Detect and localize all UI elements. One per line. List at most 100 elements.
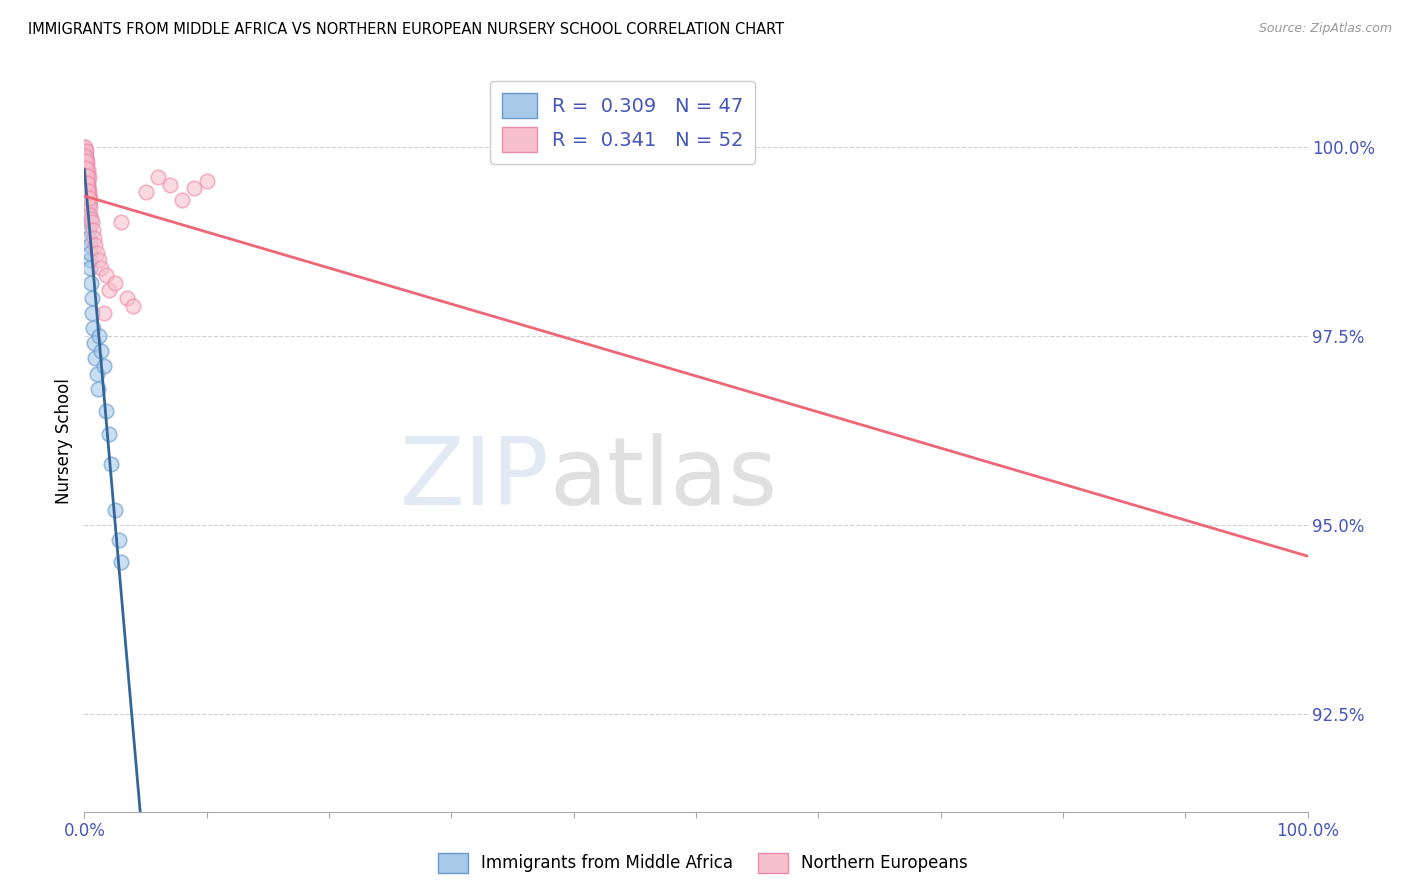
Legend: R =  0.309   N = 47, R =  0.341   N = 52: R = 0.309 N = 47, R = 0.341 N = 52	[489, 81, 755, 164]
Point	[76, 169, 98, 183]
Point	[90, 343, 112, 358]
Point	[79, 238, 101, 252]
Point	[76, 166, 98, 180]
Point	[76, 181, 98, 195]
Point	[82, 321, 104, 335]
Point	[75, 149, 97, 163]
Point	[79, 208, 101, 222]
Point	[110, 556, 132, 570]
Y-axis label: Nursery School: Nursery School	[55, 378, 73, 505]
Point	[96, 404, 118, 418]
Point	[76, 174, 98, 188]
Point	[76, 155, 98, 169]
Point	[75, 151, 97, 165]
Point	[122, 299, 145, 313]
Text: ZIP: ZIP	[399, 433, 550, 524]
Point	[75, 144, 97, 158]
Point	[80, 211, 103, 226]
Point	[76, 186, 98, 200]
Point	[93, 359, 115, 373]
Point	[183, 181, 205, 195]
Point	[76, 162, 98, 177]
Point	[96, 268, 118, 283]
Legend: Immigrants from Middle Africa, Northern Europeans: Immigrants from Middle Africa, Northern …	[432, 847, 974, 880]
Point	[76, 166, 98, 180]
Point	[107, 533, 129, 547]
Point	[76, 176, 98, 190]
Point	[79, 200, 101, 214]
Point	[77, 181, 100, 195]
Point	[97, 427, 120, 442]
Point	[110, 215, 132, 229]
Point	[86, 367, 108, 381]
Point	[77, 208, 100, 222]
Point	[79, 253, 101, 268]
Point	[86, 245, 108, 260]
Point	[115, 291, 138, 305]
Point	[77, 184, 100, 198]
Point	[79, 245, 101, 260]
Point	[73, 144, 96, 158]
Point	[75, 162, 97, 177]
Point	[195, 174, 218, 188]
Point	[75, 166, 97, 180]
Point	[73, 151, 96, 165]
Point	[87, 382, 110, 396]
Point	[84, 351, 107, 366]
Text: IMMIGRANTS FROM MIDDLE AFRICA VS NORTHERN EUROPEAN NURSERY SCHOOL CORRELATION CH: IMMIGRANTS FROM MIDDLE AFRICA VS NORTHER…	[28, 22, 785, 37]
Point	[104, 502, 127, 516]
Point	[79, 193, 101, 207]
Point	[93, 306, 115, 320]
Point	[100, 457, 122, 471]
Point	[79, 230, 101, 244]
Point	[75, 159, 97, 173]
Point	[82, 223, 104, 237]
Point	[82, 306, 104, 320]
Point	[75, 159, 97, 173]
Point	[77, 178, 100, 192]
Point	[80, 291, 103, 305]
Point	[75, 153, 97, 168]
Point	[75, 161, 97, 175]
Point	[77, 200, 100, 214]
Point	[83, 336, 105, 351]
Point	[77, 162, 100, 177]
Point	[76, 178, 98, 192]
Point	[77, 196, 100, 211]
Point	[172, 193, 194, 207]
Point	[79, 260, 101, 275]
Point	[75, 155, 97, 169]
Text: atlas: atlas	[550, 433, 778, 524]
Text: Source: ZipAtlas.com: Source: ZipAtlas.com	[1258, 22, 1392, 36]
Point	[159, 178, 181, 192]
Point	[104, 276, 127, 290]
Point	[77, 170, 100, 185]
Point	[73, 140, 96, 154]
Point	[80, 215, 103, 229]
Point	[75, 151, 97, 165]
Point	[75, 155, 97, 169]
Point	[76, 170, 98, 185]
Point	[77, 223, 100, 237]
Point	[87, 253, 110, 268]
Point	[77, 186, 100, 200]
Point	[90, 260, 112, 275]
Point	[73, 159, 96, 173]
Point	[77, 191, 100, 205]
Point	[75, 144, 97, 158]
Point	[73, 147, 96, 161]
Point	[76, 181, 98, 195]
Point	[83, 230, 105, 244]
Point	[75, 174, 97, 188]
Point	[97, 284, 120, 298]
Point	[135, 186, 157, 200]
Point	[75, 147, 97, 161]
Point	[77, 189, 100, 203]
Point	[80, 276, 103, 290]
Point	[75, 151, 97, 165]
Point	[77, 189, 100, 203]
Point	[84, 238, 107, 252]
Point	[146, 170, 169, 185]
Point	[87, 328, 110, 343]
Point	[75, 155, 97, 169]
